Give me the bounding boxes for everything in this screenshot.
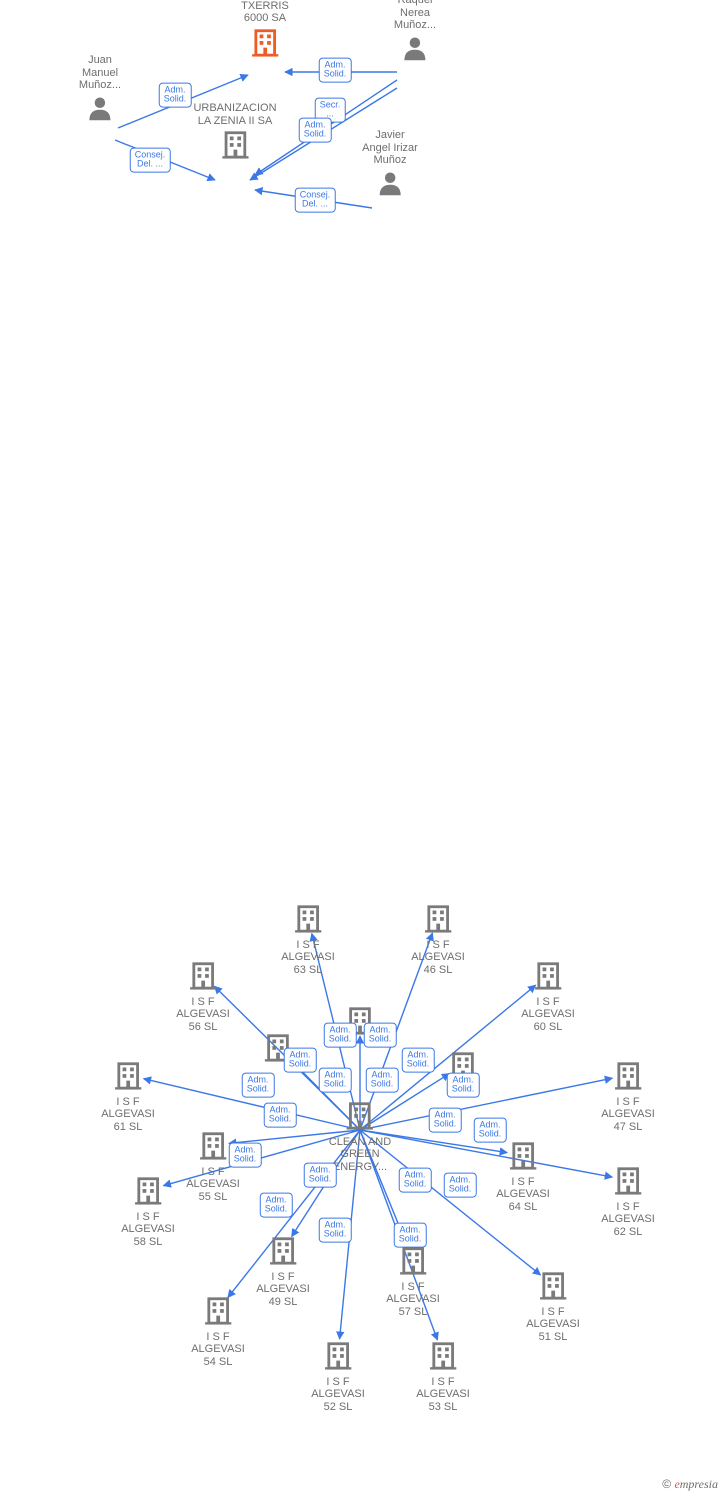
node-label: I S F ALGEVASI 63 SL xyxy=(281,939,335,977)
edge-label-box: Adm. Solid. xyxy=(319,1218,352,1243)
building-icon xyxy=(203,1295,233,1325)
edge-label-box: Adm. Solid. xyxy=(260,1193,293,1218)
person-icon xyxy=(86,94,114,122)
node-57: I S F ALGEVASI 57 SL xyxy=(386,1245,440,1319)
node-label: CLEAN AND GREEN ENERGY... xyxy=(329,1136,391,1174)
building-icon xyxy=(268,1235,298,1265)
node-txerris: PROYECTO TXERRIS 6000 SA xyxy=(234,0,296,61)
edge-label-box: Adm. Solid. xyxy=(242,1073,275,1098)
node-53: I S F ALGEVASI 53 SL xyxy=(416,1340,470,1414)
building-icon xyxy=(323,1340,353,1370)
building-icon xyxy=(188,960,218,990)
node-label: I S F ALGEVASI 61 SL xyxy=(101,1096,155,1134)
edge-label-box: Adm. Solid. xyxy=(304,1163,337,1188)
edge-label-box: Adm. Solid. xyxy=(429,1108,462,1133)
building-icon xyxy=(538,1270,568,1300)
node-label: I S F ALGEVASI 62 SL xyxy=(601,1201,655,1239)
building-icon xyxy=(613,1165,643,1195)
edge-label-box: Adm. Solid. xyxy=(447,1073,480,1098)
brand-rest: mpresia xyxy=(680,1477,718,1491)
edge-label-box: Consej. Del. ... xyxy=(130,148,171,173)
edge-label-box: Adm. Solid. xyxy=(319,58,352,83)
node-label: I S F ALGEVASI 56 SL xyxy=(176,996,230,1034)
node-label: I S F ALGEVASI 64 SL xyxy=(496,1176,550,1214)
node-54: I S F ALGEVASI 54 SL xyxy=(191,1295,245,1369)
building-icon xyxy=(113,1060,143,1090)
edge-label-box: Adm. Solid. xyxy=(364,1023,397,1048)
edge-label-box: Adm. Solid. xyxy=(319,1068,352,1093)
node-label: I S F ALGEVASI 49 SL xyxy=(256,1271,310,1309)
building-icon xyxy=(423,903,453,933)
building-icon xyxy=(220,129,250,159)
edge-label-box: Adm. Solid. xyxy=(474,1118,507,1143)
node-label: I S F ALGEVASI 53 SL xyxy=(416,1376,470,1414)
node-56: I S F ALGEVASI 56 SL xyxy=(176,960,230,1034)
watermark: © empresia xyxy=(662,1477,718,1492)
node-label: I S F ALGEVASI 51 SL xyxy=(526,1306,580,1344)
edge-label-box: Adm. Solid. xyxy=(444,1173,477,1198)
edge-label-box: Adm. Solid. xyxy=(402,1048,435,1073)
node-52: I S F ALGEVASI 52 SL xyxy=(311,1340,365,1414)
edges-layer xyxy=(0,0,728,1500)
node-47: I S F ALGEVASI 47 SL xyxy=(601,1060,655,1134)
node-zenia: URBANIZACION LA ZENIA II SA xyxy=(193,100,276,163)
node-label: I S F ALGEVASI 58 SL xyxy=(121,1211,175,1249)
person-icon xyxy=(401,34,429,62)
edge-label-box: Adm. Solid. xyxy=(394,1223,427,1248)
edge-label-box: Adm. Solid. xyxy=(284,1048,317,1073)
node-61: I S F ALGEVASI 61 SL xyxy=(101,1060,155,1134)
edge-label-box: Consej. Del. ... xyxy=(295,188,336,213)
node-raquel: Raquel Nerea Muñoz... xyxy=(394,0,436,66)
node-label: I S F ALGEVASI 52 SL xyxy=(311,1376,365,1414)
node-label: I S F ALGEVASI 47 SL xyxy=(601,1096,655,1134)
node-label: I S F ALGEVASI 54 SL xyxy=(191,1331,245,1369)
node-label: URBANIZACION LA ZENIA II SA xyxy=(193,102,276,127)
building-icon xyxy=(398,1245,428,1275)
building-icon xyxy=(508,1140,538,1170)
node-label: Juan Manuel Muñoz... xyxy=(79,54,121,92)
building-icon xyxy=(293,903,323,933)
edge-label-box: Adm. Solid. xyxy=(366,1068,399,1093)
building-icon xyxy=(345,1100,375,1130)
node-juan: Juan Manuel Muñoz... xyxy=(79,52,121,126)
edge-label-box: Adm. Solid. xyxy=(299,118,332,143)
edge-label-box: Adm. Solid. xyxy=(264,1103,297,1128)
diagram-canvas: PROYECTO TXERRIS 6000 SA Juan Manuel Muñ… xyxy=(0,0,728,1500)
building-icon xyxy=(133,1175,163,1205)
node-58: I S F ALGEVASI 58 SL xyxy=(121,1175,175,1249)
node-clean: CLEAN AND GREEN ENERGY... xyxy=(329,1100,391,1174)
node-46: I S F ALGEVASI 46 SL xyxy=(411,903,465,977)
node-label: I S F ALGEVASI 57 SL xyxy=(386,1281,440,1319)
node-label: I S F ALGEVASI 46 SL xyxy=(411,939,465,977)
building-icon xyxy=(533,960,563,990)
edge-label-box: Adm. Solid. xyxy=(324,1023,357,1048)
copyright-symbol: © xyxy=(662,1477,671,1491)
edge-label-box: Adm. Solid. xyxy=(229,1143,262,1168)
building-icon xyxy=(250,27,280,57)
node-label: PROYECTO TXERRIS 6000 SA xyxy=(234,0,296,25)
building-icon xyxy=(428,1340,458,1370)
node-label: Javier Angel Irizar Muñoz xyxy=(362,129,418,167)
person-icon xyxy=(376,169,404,197)
node-51: I S F ALGEVASI 51 SL xyxy=(526,1270,580,1344)
node-62: I S F ALGEVASI 62 SL xyxy=(601,1165,655,1239)
node-label: Raquel Nerea Muñoz... xyxy=(394,0,436,32)
node-label: I S F ALGEVASI 55 SL xyxy=(186,1166,240,1204)
edge-label-box: Adm. Solid. xyxy=(159,83,192,108)
building-icon xyxy=(198,1130,228,1160)
node-64: I S F ALGEVASI 64 SL xyxy=(496,1140,550,1214)
node-javier: Javier Angel Irizar Muñoz xyxy=(362,127,418,201)
node-63: I S F ALGEVASI 63 SL xyxy=(281,903,335,977)
node-label: I S F ALGEVASI 60 SL xyxy=(521,996,575,1034)
node-49: I S F ALGEVASI 49 SL xyxy=(256,1235,310,1309)
edge-label-box: Adm. Solid. xyxy=(399,1168,432,1193)
node-60: I S F ALGEVASI 60 SL xyxy=(521,960,575,1034)
building-icon xyxy=(613,1060,643,1090)
